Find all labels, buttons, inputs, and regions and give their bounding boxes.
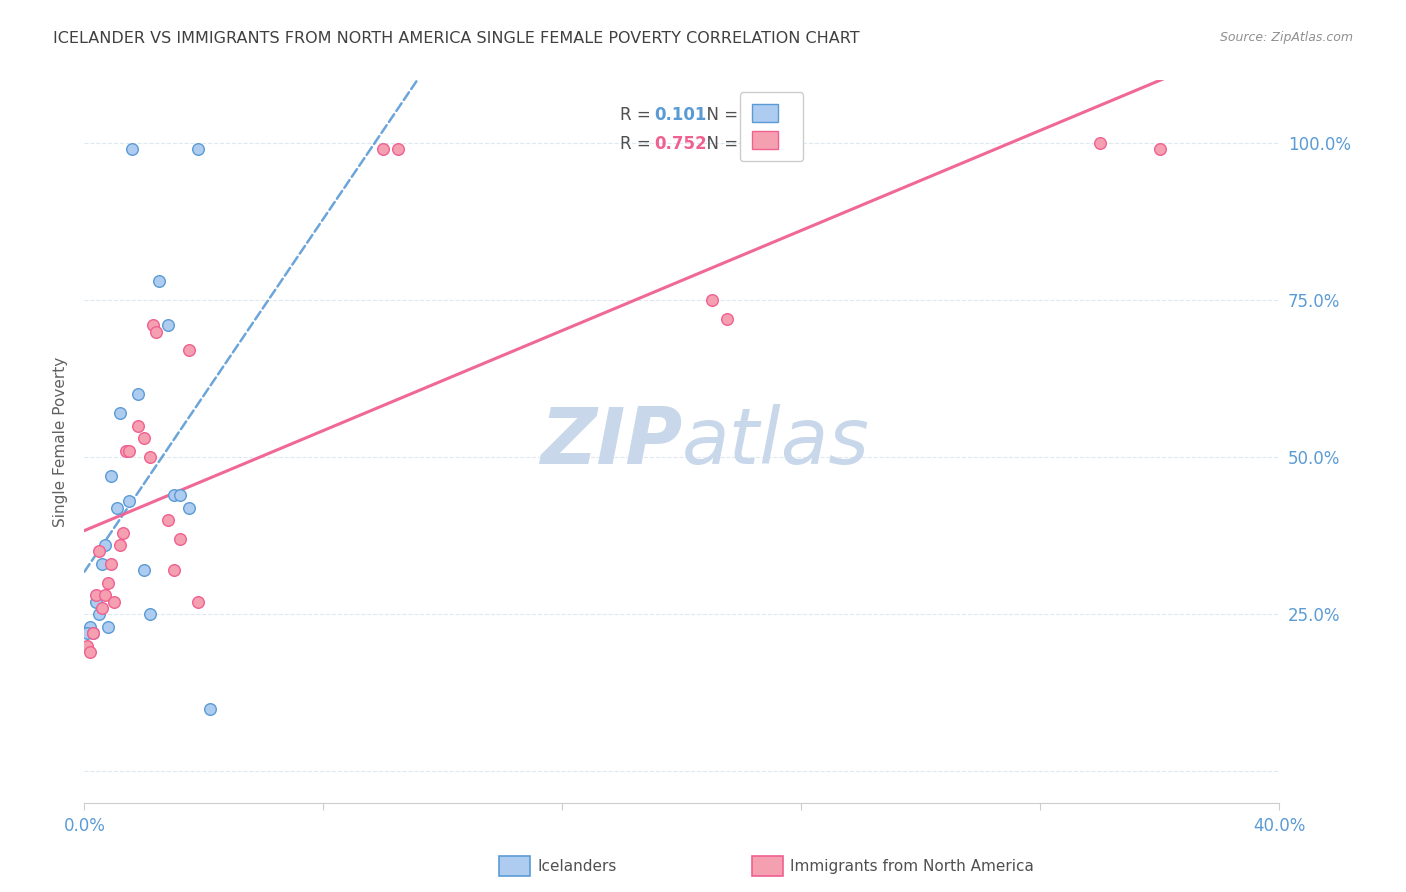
Point — [169, 532, 191, 546]
Text: atlas: atlas — [682, 403, 870, 480]
Point — [716, 312, 738, 326]
Point — [89, 607, 111, 622]
Point — [132, 431, 156, 445]
Point — [121, 142, 143, 156]
Text: Source: ZipAtlas.com: Source: ZipAtlas.com — [1219, 31, 1353, 45]
Point — [118, 444, 141, 458]
Point — [94, 538, 117, 552]
Point — [110, 538, 132, 552]
Point — [1090, 136, 1112, 150]
Point — [89, 544, 111, 558]
Text: 0.101: 0.101 — [654, 106, 707, 124]
Text: N =: N = — [696, 106, 744, 124]
Text: 23: 23 — [740, 106, 762, 124]
Point — [157, 318, 180, 333]
Point — [187, 142, 209, 156]
Point — [91, 601, 114, 615]
Point — [82, 626, 104, 640]
Point — [100, 469, 122, 483]
Point — [198, 701, 221, 715]
Point — [142, 318, 165, 333]
Point — [157, 513, 180, 527]
Point — [177, 500, 200, 515]
Text: Icelanders: Icelanders — [537, 859, 616, 873]
Point — [82, 626, 104, 640]
Point — [169, 488, 191, 502]
Point — [139, 607, 162, 622]
Text: ICELANDER VS IMMIGRANTS FROM NORTH AMERICA SINGLE FEMALE POVERTY CORRELATION CHA: ICELANDER VS IMMIGRANTS FROM NORTH AMERI… — [53, 31, 860, 46]
Point — [163, 563, 186, 577]
Point — [115, 444, 138, 458]
Point — [79, 645, 101, 659]
Text: R =: R = — [620, 135, 655, 153]
Text: Immigrants from North America: Immigrants from North America — [790, 859, 1033, 873]
Point — [127, 418, 149, 433]
Text: 30: 30 — [740, 135, 762, 153]
Point — [177, 343, 200, 358]
Point — [148, 274, 170, 288]
Point — [97, 620, 120, 634]
Point — [163, 488, 186, 502]
Point — [110, 406, 132, 420]
Point — [112, 525, 135, 540]
Point — [127, 387, 149, 401]
Point — [105, 500, 128, 515]
Point — [387, 142, 409, 156]
Point — [187, 595, 209, 609]
Point — [86, 589, 108, 603]
Point — [97, 575, 120, 590]
Point — [100, 557, 122, 571]
Text: 0.752: 0.752 — [654, 135, 707, 153]
Point — [132, 563, 156, 577]
Point — [103, 595, 125, 609]
Point — [91, 557, 114, 571]
Point — [1149, 142, 1171, 156]
Text: ZIP: ZIP — [540, 403, 682, 480]
Point — [76, 639, 98, 653]
Point — [76, 626, 98, 640]
Text: N =: N = — [696, 135, 744, 153]
Point — [94, 589, 117, 603]
Text: R =: R = — [620, 106, 655, 124]
Legend: , : , — [740, 92, 803, 161]
Point — [79, 620, 101, 634]
Point — [139, 450, 162, 465]
Point — [373, 142, 395, 156]
Point — [145, 325, 167, 339]
Point — [86, 595, 108, 609]
Y-axis label: Single Female Poverty: Single Female Poverty — [53, 357, 69, 526]
Point — [118, 494, 141, 508]
Point — [700, 293, 723, 308]
